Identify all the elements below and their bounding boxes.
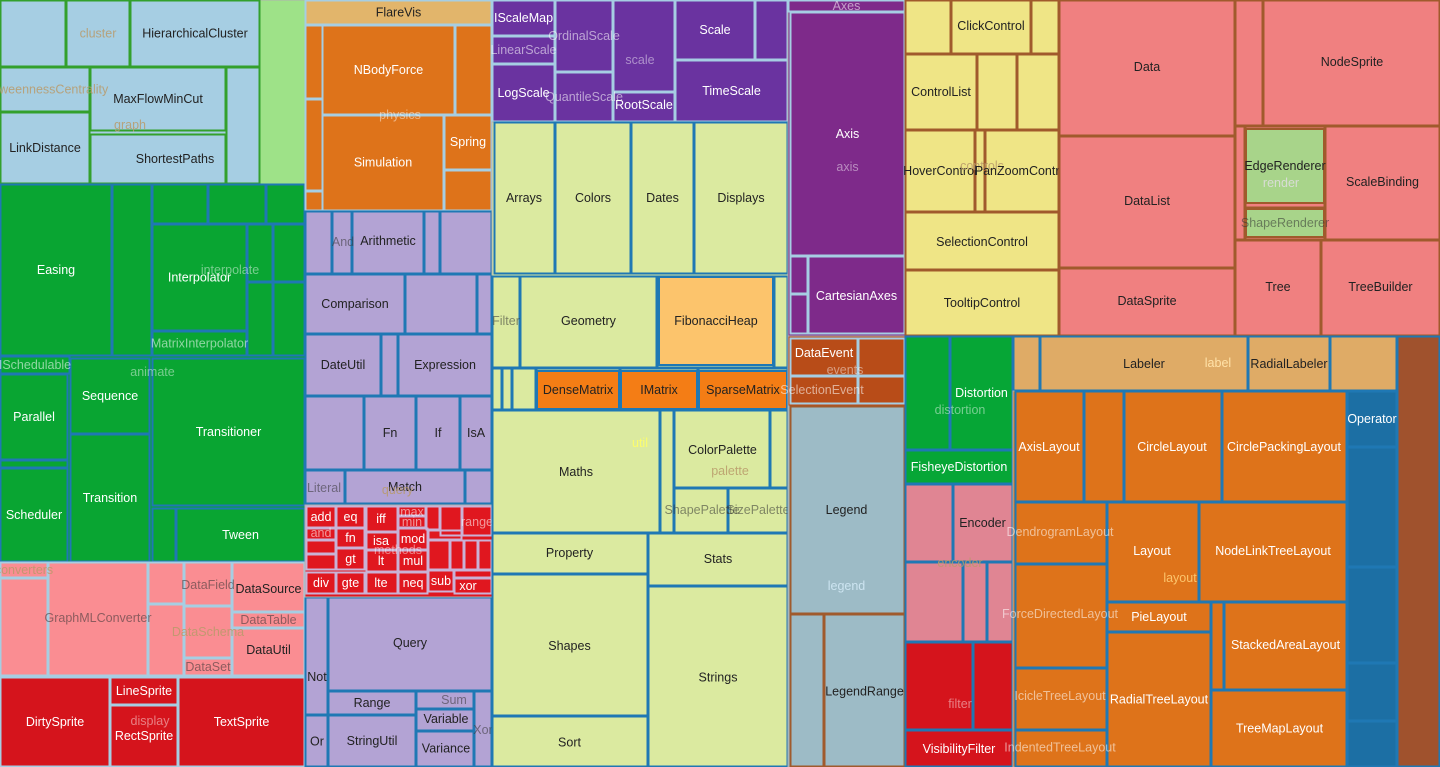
group-bg-vis-layout [1012,390,1348,767]
tile-box [698,370,788,410]
group-vis-data: Data NodeSpriteEdgeRendererrenderShapeRen… [1058,0,1440,337]
group-analytics: clusterHierarchicalClusterbetweennessCen… [0,0,306,185]
cell-divider [151,330,248,357]
group-bg-vis-axis [787,0,906,337]
tile-box [658,276,774,366]
tile-box [1245,208,1325,238]
tile-box [536,370,620,410]
tile-SparseMatrix[interactable]: SparseMatrix [698,370,788,410]
cell-divider [183,657,233,677]
tile-box [620,370,698,410]
group-animate: EasingInterpolatorinterpolateMatrixInter… [0,183,306,563]
group-vis-operator: Operator [1346,335,1440,767]
group-bg-vis-controls [904,0,1060,337]
group-bg-vis-operator-1 [1396,335,1440,767]
group-vis-layout: AxisLayout CircleLayout CirclePackingLayou… [1002,390,1348,767]
cell-divider [335,547,366,571]
tile-box [1245,128,1325,204]
group-flex: FlareVis [304,0,493,26]
group-bg-vis-operator [1346,390,1398,767]
group-vis-controls: ClickControlControlListHoverControlcontr… [903,0,1069,337]
group-bg-vis-events [787,335,906,407]
cell-divider [335,571,366,595]
tile-FibonacciHeap[interactable]: FibonacciHeap [658,276,774,366]
group-display: DirtySpriteLineSpritedisplayRectSpriteTe… [0,676,306,767]
group-bg-display [0,676,306,767]
group-bg-flex [304,0,493,26]
tile-DenseMatrix[interactable]: DenseMatrix [536,370,620,410]
group-bg-data [0,561,306,678]
group-bg-analytics-1 [259,0,306,185]
group-scale: IScaleMapLinearScaleOrdinalScalescaleSca… [490,0,789,123]
group-bg-vis-filter [904,641,1014,767]
group-bg-util [491,121,789,767]
group-vis-label: Labeler label RadialLabeler [1012,335,1398,392]
group-bg-vis-label [1012,335,1398,392]
group-bg-vis-legend [787,405,906,767]
group-bg-vis-distortion [904,335,1014,485]
tile-EdgeRenderer[interactable]: EdgeRenderer [1244,128,1326,204]
group-bg-physics [304,24,493,212]
group-bg-query [304,210,493,767]
tile-ShapeRenderer[interactable]: ShapeRenderer [1241,208,1329,238]
group-bg-analytics [0,0,306,185]
tile-IMatrix[interactable]: IMatrix [620,370,698,410]
